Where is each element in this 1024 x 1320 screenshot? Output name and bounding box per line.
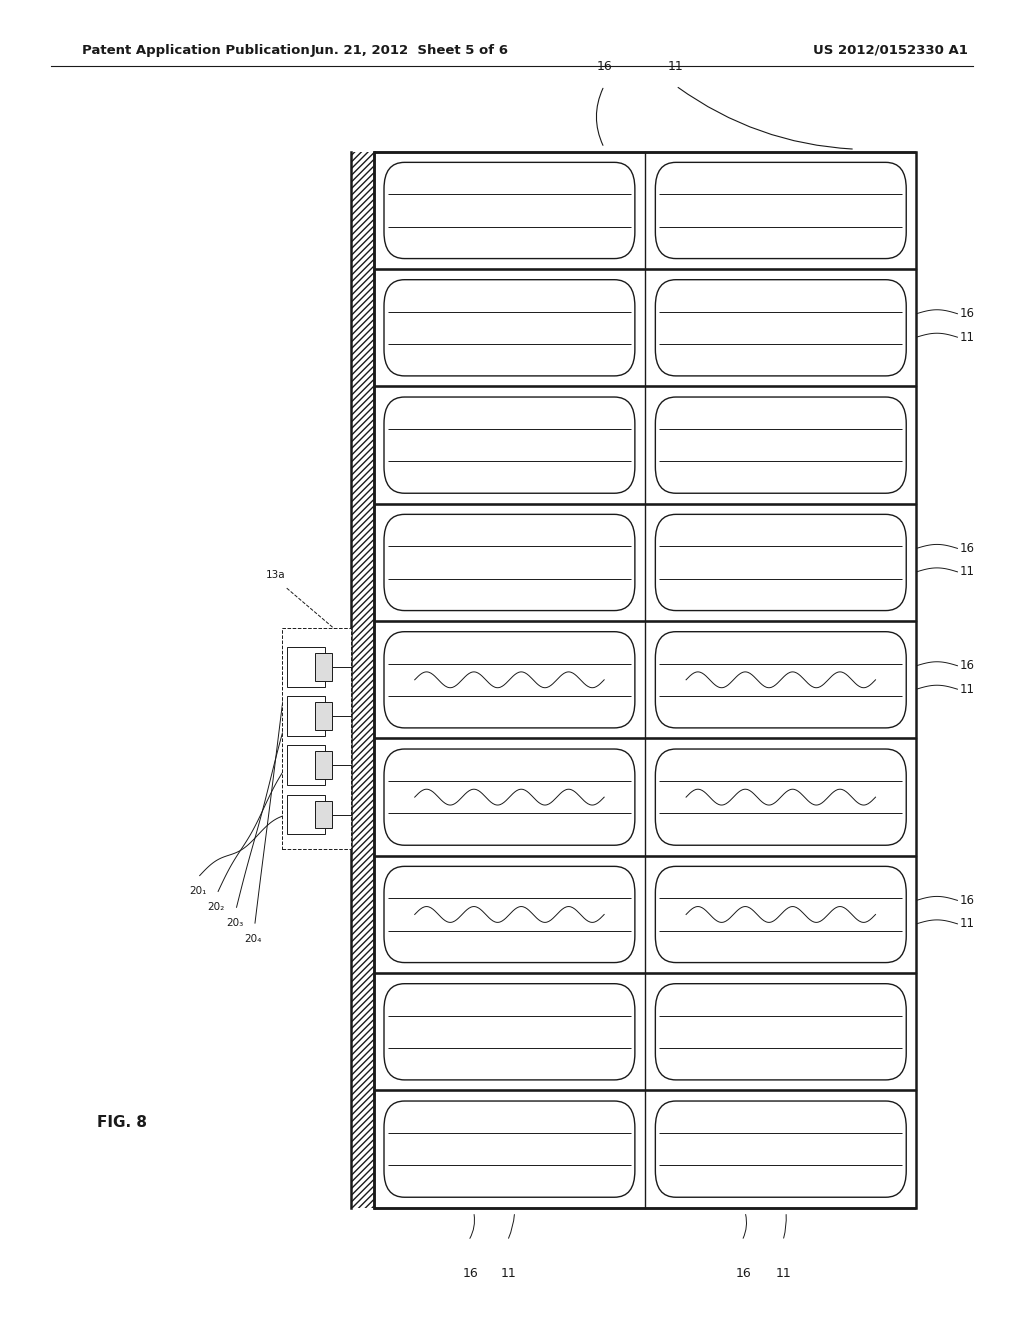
FancyBboxPatch shape [384, 632, 635, 727]
Text: 11: 11 [668, 59, 684, 73]
Text: 20₄: 20₄ [245, 933, 261, 944]
FancyBboxPatch shape [384, 162, 635, 259]
Text: 11: 11 [501, 1267, 516, 1280]
FancyBboxPatch shape [384, 983, 635, 1080]
Text: 11: 11 [959, 682, 975, 696]
FancyBboxPatch shape [655, 1101, 906, 1197]
FancyBboxPatch shape [384, 866, 635, 962]
FancyBboxPatch shape [384, 1101, 635, 1197]
Text: 20₃: 20₃ [226, 917, 243, 928]
FancyBboxPatch shape [655, 397, 906, 494]
Text: 11: 11 [959, 565, 975, 578]
Bar [282, 628, 351, 849]
Text: 16: 16 [736, 1267, 752, 1280]
Bar [314, 751, 332, 779]
Text: 16: 16 [463, 1267, 478, 1280]
Bar [287, 746, 326, 785]
FancyBboxPatch shape [655, 866, 906, 962]
Text: 16: 16 [959, 659, 975, 672]
FancyBboxPatch shape [655, 162, 906, 259]
FancyBboxPatch shape [384, 515, 635, 611]
FancyBboxPatch shape [655, 515, 906, 611]
Text: US 2012/0152330 A1: US 2012/0152330 A1 [813, 44, 969, 57]
Text: FIG. 8: FIG. 8 [97, 1115, 147, 1130]
Bar [314, 702, 332, 730]
FancyBboxPatch shape [384, 397, 635, 494]
FancyBboxPatch shape [655, 280, 906, 376]
FancyBboxPatch shape [655, 748, 906, 845]
FancyBboxPatch shape [655, 632, 906, 727]
Text: 16: 16 [596, 59, 612, 73]
Text: 16: 16 [959, 894, 975, 907]
Text: 20₂: 20₂ [208, 902, 224, 912]
Text: 11: 11 [776, 1267, 792, 1280]
Bar [314, 800, 332, 829]
Text: 11: 11 [959, 917, 975, 931]
FancyBboxPatch shape [384, 280, 635, 376]
Text: 20₁: 20₁ [189, 886, 206, 896]
Bar [374, 152, 916, 1208]
Bar [351, 152, 374, 1208]
FancyBboxPatch shape [384, 748, 635, 845]
Bar [314, 653, 332, 681]
Text: 16: 16 [959, 543, 975, 554]
Bar [287, 696, 326, 737]
Text: Jun. 21, 2012  Sheet 5 of 6: Jun. 21, 2012 Sheet 5 of 6 [310, 44, 509, 57]
Text: Patent Application Publication: Patent Application Publication [82, 44, 309, 57]
Text: 11: 11 [959, 331, 975, 343]
Text: 16: 16 [959, 308, 975, 321]
FancyBboxPatch shape [655, 983, 906, 1080]
Bar [287, 647, 326, 686]
Bar [287, 795, 326, 834]
Text: 13a: 13a [266, 570, 286, 581]
